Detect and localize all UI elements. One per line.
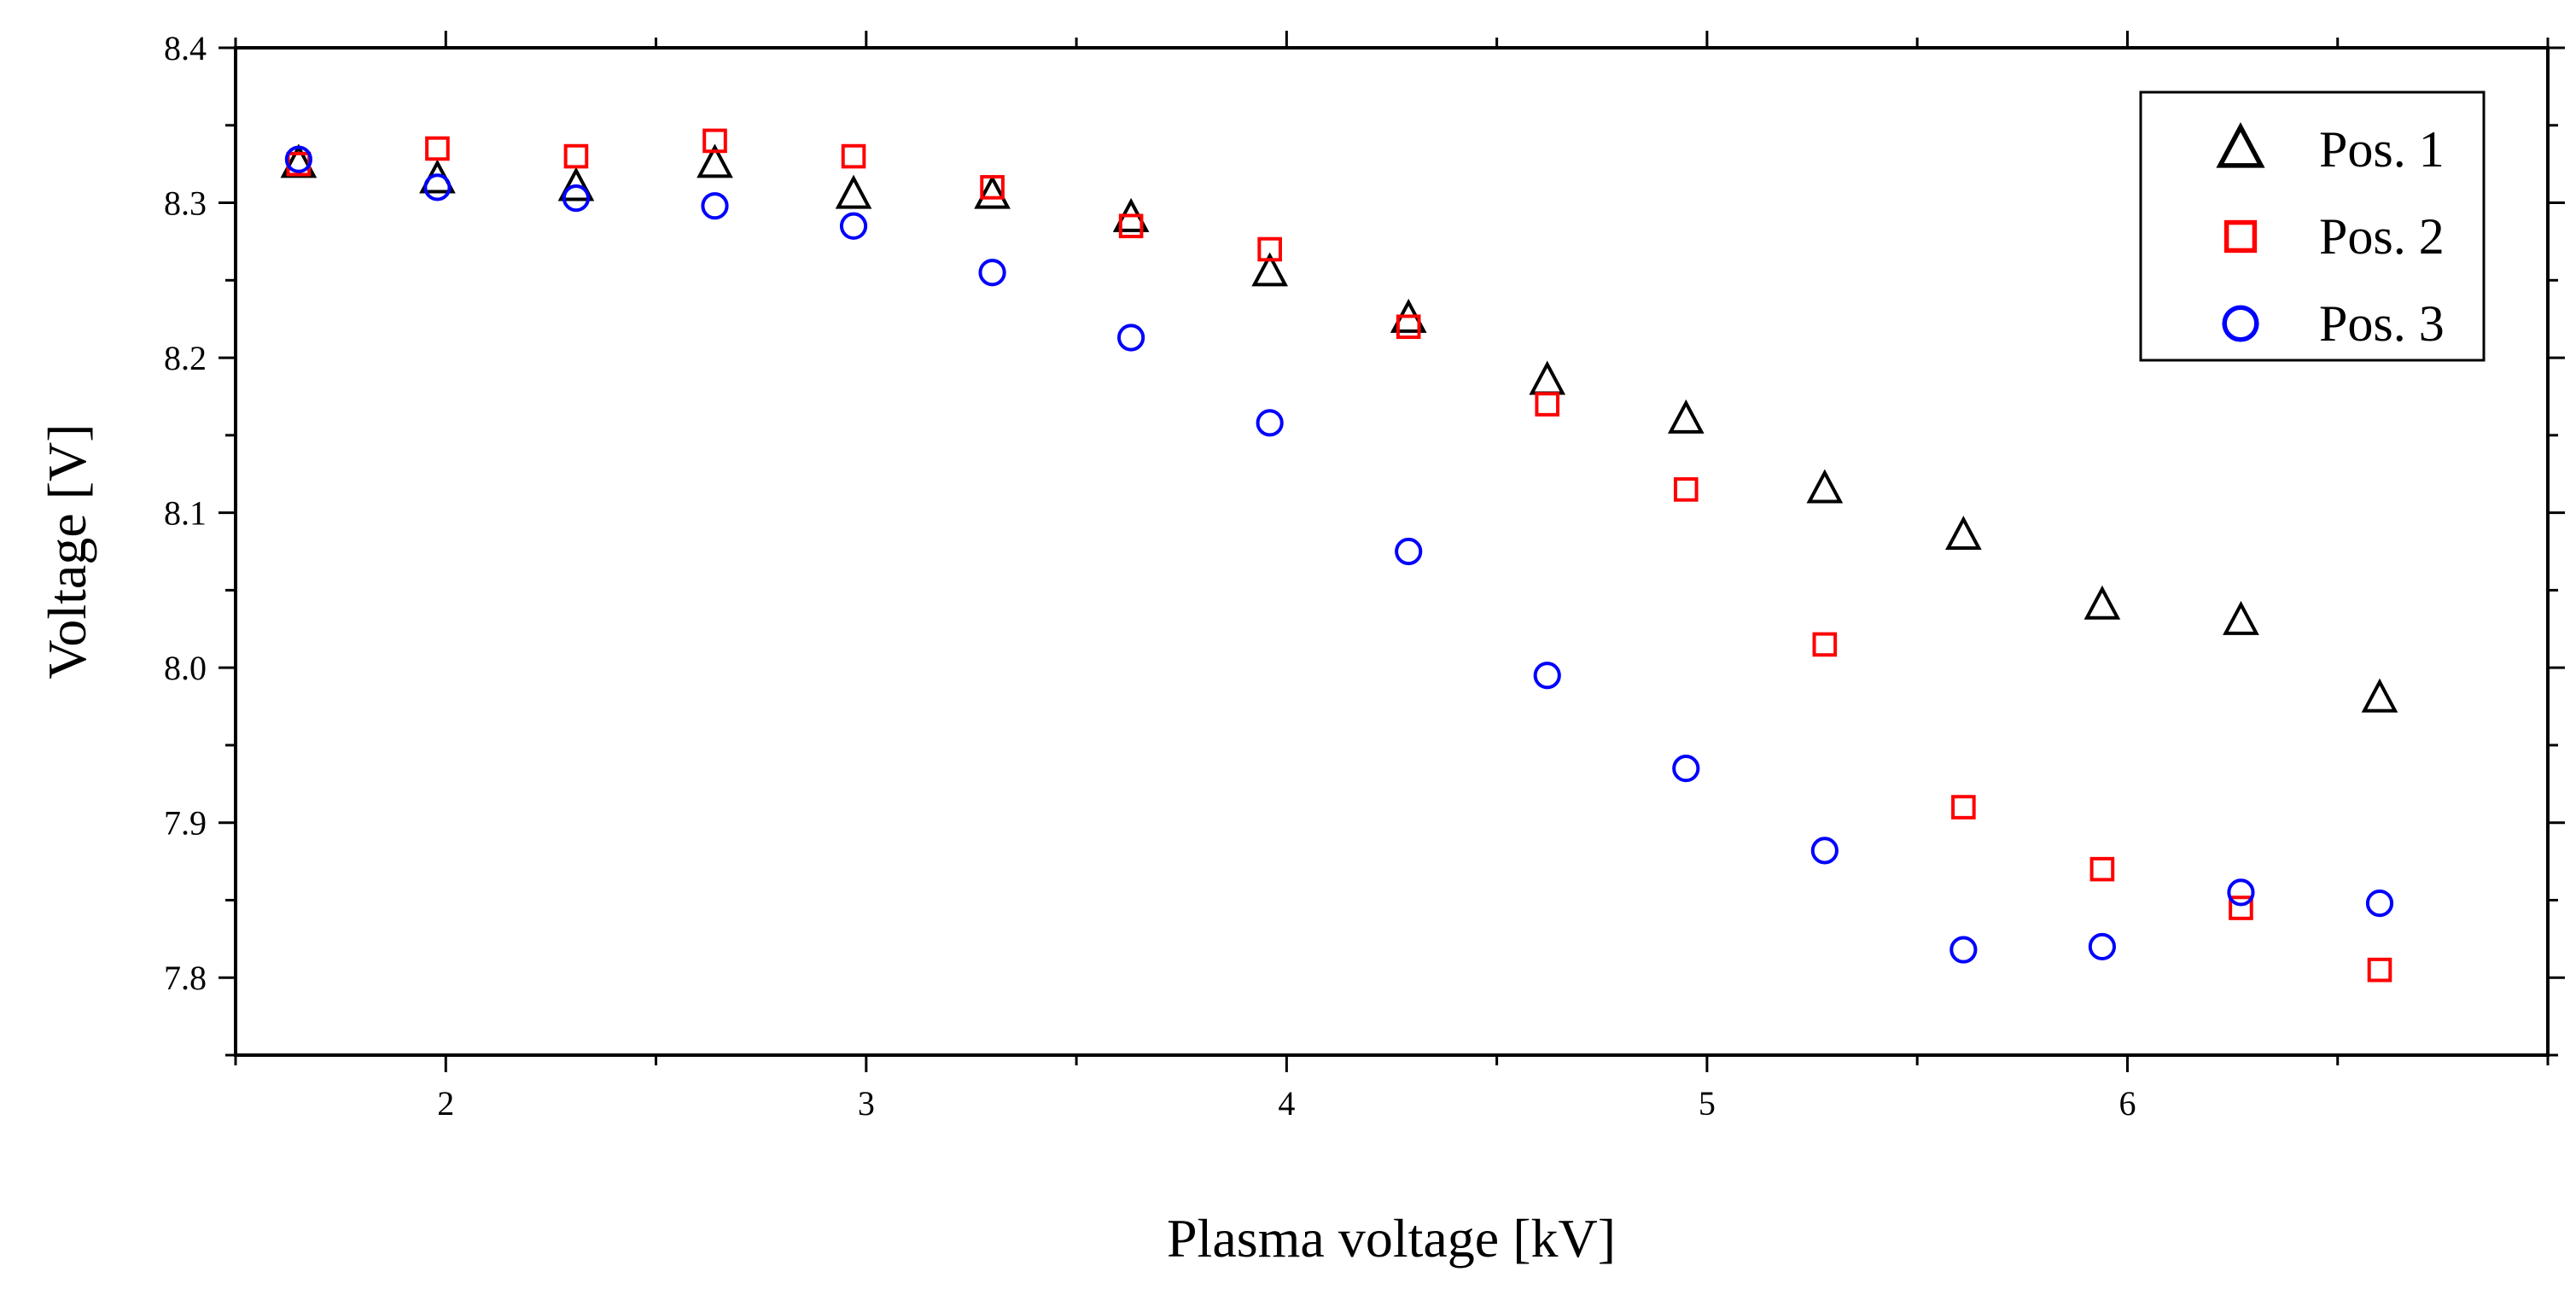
legend-marker-3	[2222, 305, 2259, 342]
legend-label: Pos. 2	[2319, 208, 2445, 265]
x-axis-title: Plasma voltage [kV]	[1167, 1208, 1616, 1269]
y-tick-label: 8.2	[164, 339, 207, 377]
legend-label: Pos. 1	[2319, 121, 2445, 178]
x-tick-label: 6	[2118, 1084, 2136, 1123]
data-points	[280, 128, 2398, 983]
series-1-point	[1251, 252, 1288, 287]
series-3-point	[1395, 537, 1423, 566]
series-2-point	[1257, 236, 1282, 262]
series-2-point	[1812, 632, 1838, 657]
series-2	[286, 128, 2392, 983]
series-3-point	[562, 184, 591, 213]
series-1-point	[835, 174, 872, 209]
y-tick-label: 7.8	[164, 959, 207, 997]
series-1-point	[2084, 585, 2121, 620]
legend-label: Pos. 3	[2319, 295, 2445, 352]
series-2-point	[2367, 957, 2392, 983]
y-tick-label: 8.1	[164, 494, 207, 533]
series-1-point	[1806, 469, 1844, 504]
series-2-point	[702, 128, 727, 154]
series-3-point	[1117, 324, 1145, 352]
x-tick-label: 3	[858, 1084, 875, 1123]
series-1-point	[2361, 678, 2398, 713]
series-1-point	[557, 166, 595, 201]
series-3-point	[1672, 755, 1700, 783]
series-2-point	[2089, 856, 2115, 882]
legend-marker-1	[2216, 122, 2265, 168]
x-tick-label: 2	[437, 1084, 454, 1123]
series-1-point	[696, 143, 733, 178]
series-3-point	[2365, 889, 2394, 918]
series-2-point	[980, 175, 1005, 200]
series-1-point	[2223, 600, 2259, 635]
y-tick-label: 8.3	[164, 184, 207, 223]
series-3-point	[1533, 662, 1561, 690]
y-axis-title: Voltage [V]	[37, 423, 97, 679]
series-3-point	[2227, 878, 2255, 907]
series-2-point	[1396, 314, 1421, 340]
y-tick-label: 8.0	[164, 649, 207, 687]
legend-marker-2	[2223, 219, 2258, 254]
legend-box	[2139, 90, 2486, 362]
series-1-point	[1945, 516, 1982, 551]
series-3-point	[839, 212, 868, 240]
tick-labels: 2 3 4 5 6 7.8 7.9 8.0 8.1 8.2 8.3 8.4	[164, 29, 2136, 1123]
series-2-point	[1118, 213, 1144, 239]
series-2-point	[1535, 392, 1560, 417]
series-3-point	[1810, 837, 1839, 865]
series-1-point	[974, 174, 1011, 209]
x-tick-label: 4	[1278, 1084, 1295, 1123]
series-3-point	[284, 145, 312, 173]
series-3-point	[2088, 932, 2117, 961]
series-2-point	[841, 143, 866, 169]
series-2-point	[1951, 795, 1976, 820]
y-tick-label: 8.4	[164, 29, 207, 67]
series-2-point	[425, 136, 450, 161]
series-3-point	[701, 192, 729, 220]
series-1	[280, 143, 2398, 713]
x-tick-label: 5	[1699, 1084, 1716, 1123]
y-tick-label: 7.9	[164, 804, 207, 843]
series-3-point	[978, 259, 1006, 287]
series-2-point	[2229, 895, 2253, 920]
series-3-point	[1949, 936, 1978, 964]
axis-ticks	[219, 31, 2565, 1072]
plot-frame	[234, 46, 2550, 1057]
series-1-point	[1529, 360, 1566, 395]
series-2-point	[563, 143, 589, 169]
series-3-point	[1256, 409, 1284, 437]
series-3-point	[423, 173, 452, 201]
series-2-point	[1673, 477, 1699, 502]
series-3	[284, 145, 2394, 964]
series-1-point	[1667, 399, 1705, 434]
legend: Pos. 1 Pos. 2 Pos. 3	[2139, 90, 2486, 362]
